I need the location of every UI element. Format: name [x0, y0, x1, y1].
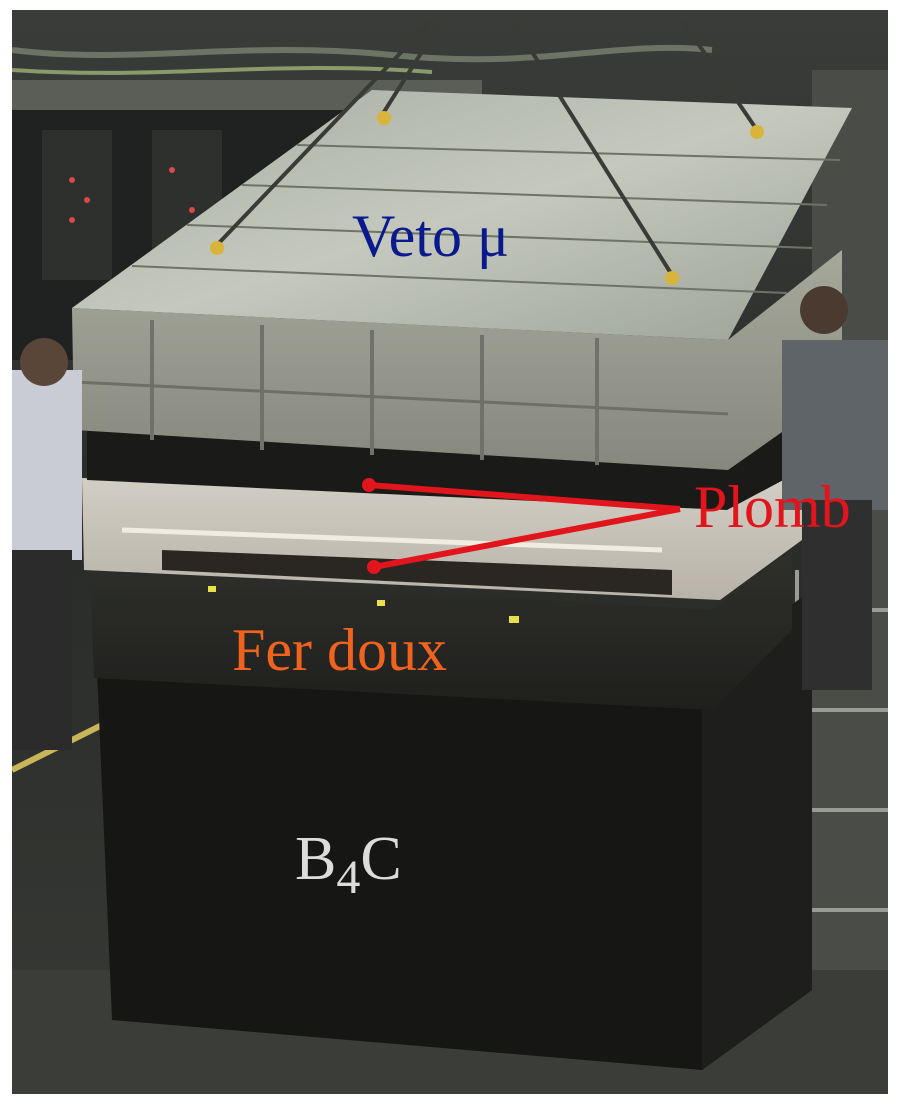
worker-left: [12, 370, 82, 560]
lifting-chain: [215, 18, 434, 247]
plomb-pointer-lower: [373, 506, 681, 570]
b4c-label: B4C: [295, 825, 402, 902]
detector-photo: [12, 10, 888, 1094]
b4c-end: C: [360, 825, 402, 893]
plomb-pointer-dot-upper: [362, 478, 376, 492]
veto-frame: [72, 250, 842, 470]
plomb-label: Plomb: [694, 474, 851, 540]
b4c-subscript: 4: [336, 851, 361, 904]
veto-label: Veto μ: [352, 203, 510, 269]
soft-iron-layer: [90, 550, 792, 710]
plomb-pointer-upper: [368, 482, 681, 512]
fer-doux-label: Fer doux: [232, 617, 447, 683]
plomb-pointer-dot-lower: [367, 560, 381, 574]
b4c-shielding: [97, 590, 812, 1070]
b4c-main: B: [295, 825, 337, 893]
worker-right: [782, 340, 888, 510]
veto-top-plate: [72, 90, 852, 340]
